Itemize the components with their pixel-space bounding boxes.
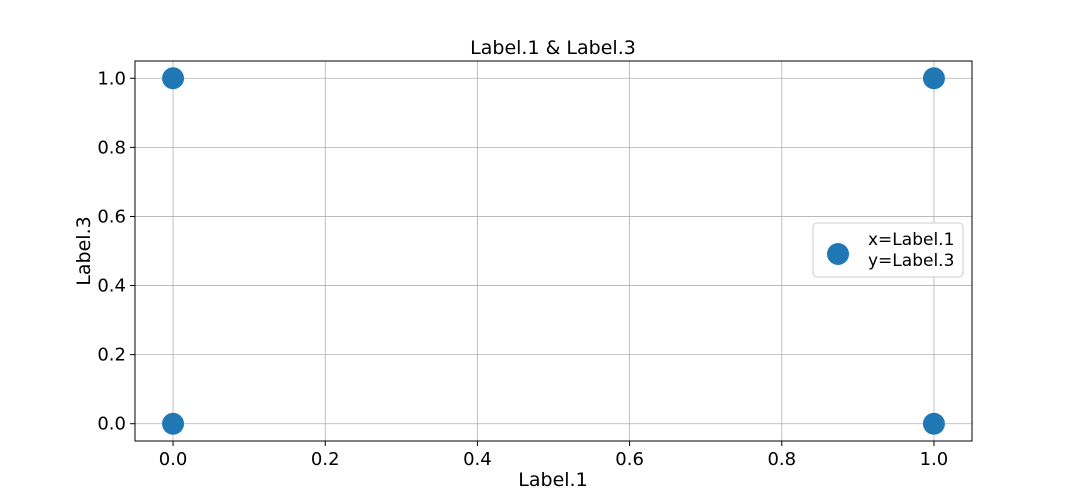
x-tick-label: 1.0	[920, 449, 949, 470]
y-tick-label: 0.2	[97, 345, 126, 366]
legend: x=Label.1 y=Label.3	[812, 222, 964, 278]
y-axis-ticks: 0.0 0.2 0.4 0.6 0.8 1.0	[97, 68, 135, 435]
y-axis-label: Label.3	[73, 216, 95, 285]
y-tick-label: 0.4	[97, 276, 126, 297]
y-tick-label: 0.0	[97, 414, 126, 435]
legend-box	[812, 222, 964, 278]
y-tick-label: 0.6	[97, 206, 126, 227]
x-tick-label: 0.6	[615, 449, 644, 470]
x-tick-label: 0.0	[159, 449, 188, 470]
x-axis-label: Label.1	[518, 469, 587, 491]
legend-label-line-1: x=Label.1	[868, 230, 954, 250]
y-tick-label: 1.0	[97, 68, 126, 89]
legend-marker	[827, 243, 849, 265]
data-point	[922, 412, 945, 435]
data-point	[922, 67, 945, 90]
x-tick-label: 0.8	[767, 449, 796, 470]
data-points	[162, 67, 945, 435]
plot-area-frame	[134, 60, 973, 442]
y-tick-label: 0.8	[97, 137, 126, 158]
x-tick-label: 0.2	[311, 449, 340, 470]
x-axis-ticks: 0.0 0.2 0.4 0.6 0.8 1.0	[159, 441, 949, 470]
chart-title: Label.1 & Label.3	[470, 37, 636, 59]
x-tick-label: 0.4	[463, 449, 492, 470]
legend-label-line-2: y=Label.3	[868, 251, 954, 271]
data-point	[162, 412, 185, 435]
data-point	[162, 67, 185, 90]
